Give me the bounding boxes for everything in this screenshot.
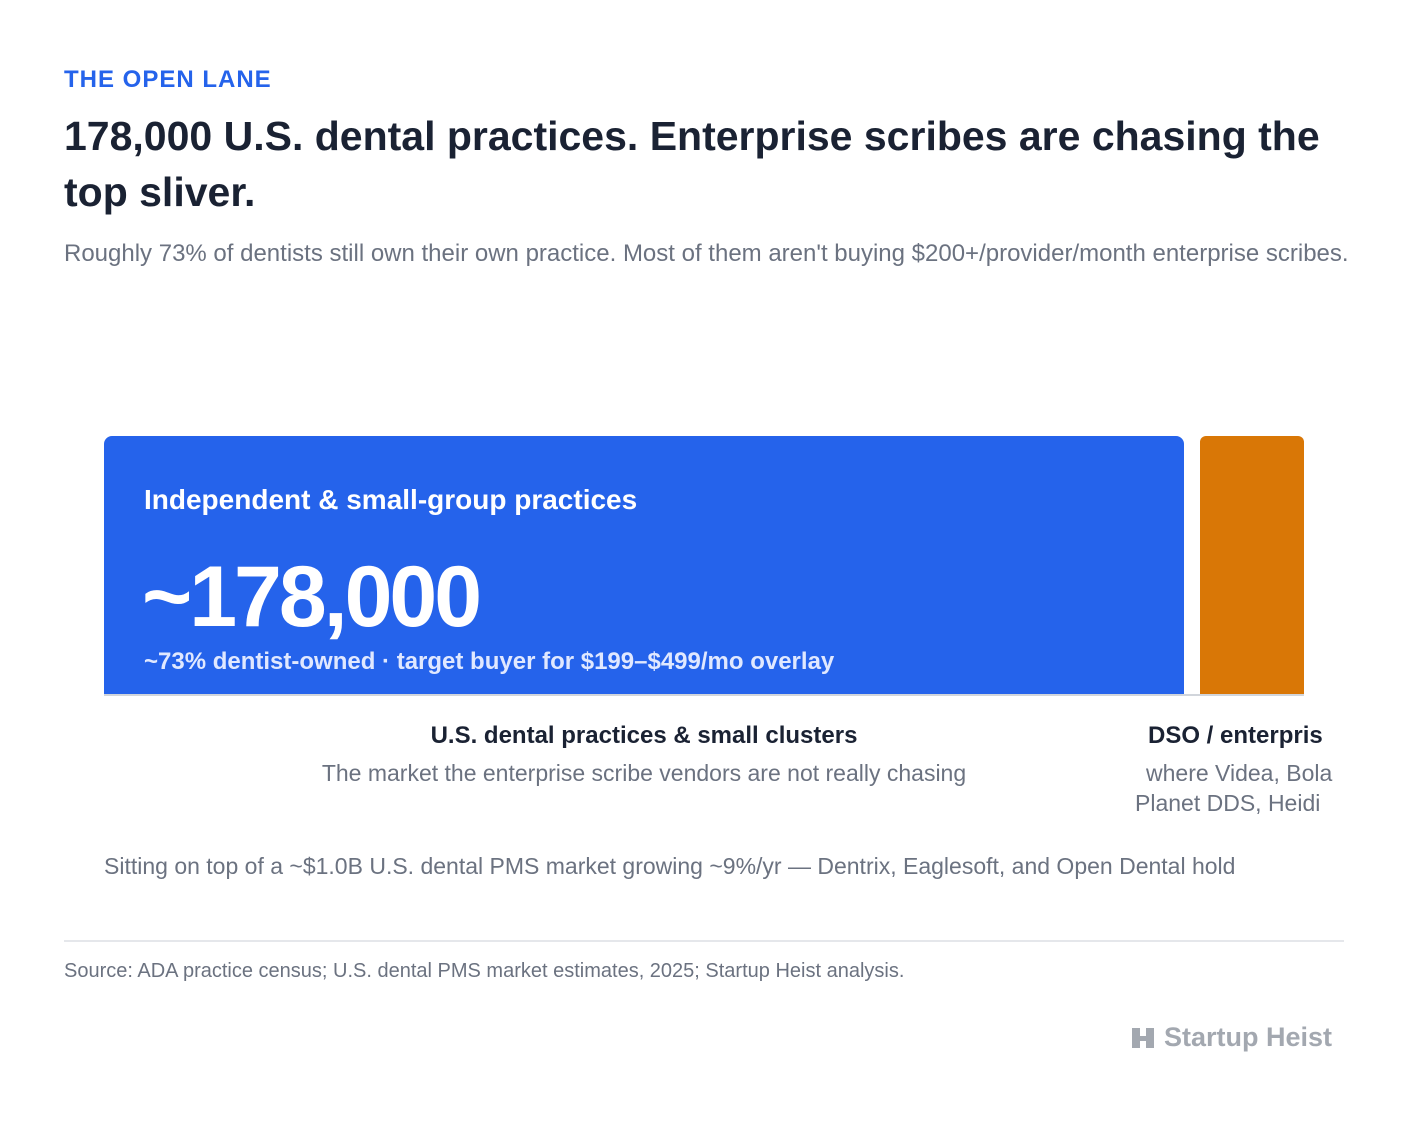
baseline <box>104 694 1304 696</box>
divider <box>64 940 1344 942</box>
brand: Startup Heist <box>1130 1022 1332 1053</box>
block-note: ~73% dentist-owned · target buyer for $1… <box>144 648 835 675</box>
independent-block <box>104 436 1184 695</box>
block-label: Independent & small-group practices <box>144 484 638 515</box>
eyebrow: THE OPEN LANE <box>64 66 272 93</box>
dso-block <box>1200 436 1304 695</box>
footnote: Sitting on top of a ~$1.0B U.S. dental P… <box>104 853 1236 879</box>
group-description: where Videa, Bola <box>1146 760 1333 786</box>
block-value: ~178,000 <box>142 549 482 645</box>
subtitle: Roughly 73% of dentists still own their … <box>64 240 1349 267</box>
brand-name: Startup Heist <box>1164 1022 1333 1052</box>
group-description: The market the enterprise scribe vendors… <box>321 760 967 786</box>
group-description: Planet DDS, Heidi <box>1135 790 1321 816</box>
group-title: DSO / enterpris <box>1148 722 1323 749</box>
clip-area: U.S. dental practices & small clusters T… <box>104 722 1333 879</box>
source: Source: ADA practice census; U.S. dental… <box>64 960 905 982</box>
group-title: U.S. dental practices & small clusters <box>430 722 858 749</box>
title: 178,000 U.S. dental practices. Enterpris… <box>64 113 1320 215</box>
brand-icon <box>1132 1027 1154 1048</box>
